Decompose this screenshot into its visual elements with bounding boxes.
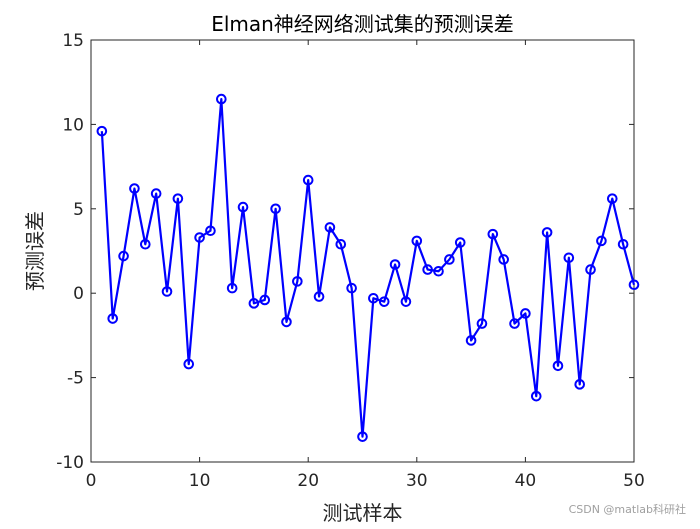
x-tick-label: 0 [86, 471, 97, 491]
x-tick-label: 30 [406, 471, 428, 491]
data-point-marker [465, 335, 477, 346]
data-point-marker [433, 265, 444, 277]
data-point-marker [444, 254, 455, 265]
y-tick-label: -10 [56, 453, 84, 473]
data-point-marker [585, 264, 596, 275]
data-point-marker [237, 201, 249, 213]
data-point-marker [194, 232, 205, 243]
data-point-marker [509, 318, 520, 329]
x-ticks: 0 10 20 30 40 50 [86, 40, 645, 491]
data-point-marker [172, 193, 184, 204]
y-tick-label: 10 [62, 115, 84, 135]
data-point-marker [150, 188, 162, 199]
data-point-marker [281, 316, 292, 328]
data-point-marker [378, 296, 390, 307]
x-tick-label: 40 [515, 471, 537, 491]
data-point-marker [368, 292, 379, 304]
y-axis-title: 预测误差 [23, 211, 47, 291]
data-point-marker [226, 282, 238, 294]
data-point-marker [216, 93, 227, 105]
chart-title: Elman神经网络测试集的预测误差 [211, 12, 514, 36]
data-point-marker [183, 358, 195, 370]
x-tick-label: 50 [623, 471, 645, 491]
data-point-marker [541, 227, 553, 238]
y-tick-label: 5 [73, 200, 84, 220]
data-point-marker [346, 282, 357, 294]
data-point-marker [400, 296, 412, 307]
axes-frame [90, 39, 635, 463]
data-point-marker [140, 238, 151, 250]
data-point-marker [292, 276, 303, 287]
data-point-marker [324, 222, 336, 233]
data-point-marker [389, 259, 401, 270]
data-point-marker [205, 225, 216, 237]
data-point-marker [476, 318, 488, 329]
x-axis-title: 测试样本 [323, 501, 403, 525]
y-tick-label: 0 [73, 284, 84, 304]
watermark: CSDN @matlab科研社 [568, 503, 686, 516]
x-tick-label: 20 [297, 471, 319, 491]
data-point-marker [129, 183, 140, 194]
data-point-marker [552, 360, 564, 372]
data-point-marker [454, 237, 466, 248]
data-point-marker [302, 174, 314, 186]
data-point-marker [617, 238, 629, 250]
axes-box [90, 39, 635, 463]
data-point-marker [574, 379, 586, 390]
data-point-marker [563, 252, 575, 264]
x-tick-label: 10 [189, 471, 211, 491]
data-point-marker [498, 254, 509, 265]
series-layer [96, 93, 640, 442]
data-point-marker [520, 308, 531, 319]
data-point-marker [107, 313, 119, 324]
data-point-marker [335, 238, 347, 250]
data-point-marker [606, 193, 618, 204]
data-point-marker [596, 235, 607, 247]
data-point-marker [161, 286, 173, 297]
data-point-marker [96, 125, 108, 137]
data-point-marker [530, 390, 542, 402]
data-point-marker [270, 203, 281, 215]
data-point-marker [487, 228, 499, 240]
data-point-marker [357, 431, 368, 442]
data-point-marker [248, 298, 260, 309]
data-point-marker [628, 279, 640, 291]
y-tick-label: 15 [62, 31, 84, 51]
data-point-marker [422, 264, 433, 275]
data-point-marker [411, 235, 423, 247]
data-point-marker [259, 294, 271, 306]
data-point-marker [313, 291, 325, 302]
y-tick-label: -5 [67, 369, 84, 389]
data-point-marker [118, 250, 129, 262]
series-line [100, 97, 636, 438]
y-ticks: -10 -5 0 5 10 15 [56, 31, 634, 473]
